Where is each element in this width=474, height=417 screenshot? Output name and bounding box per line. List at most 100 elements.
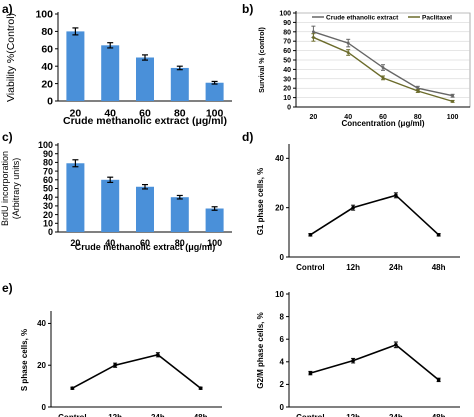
- data-point: [394, 343, 398, 347]
- x-axis-label: Crude methanolic extract (μg/ml): [63, 115, 227, 127]
- y-axis-label: Viability %(Control): [5, 13, 17, 102]
- bar: [101, 179, 120, 232]
- data-point: [70, 386, 75, 391]
- y-tick-label: 70: [283, 39, 291, 46]
- x-tick-label: 100: [447, 114, 459, 121]
- panel-label-d: d): [242, 130, 253, 144]
- x-tick-label: 20: [70, 108, 82, 120]
- y-tick-label: 90: [43, 149, 53, 159]
- data-point: [351, 358, 355, 363]
- y-tick-label: 40: [283, 67, 291, 74]
- y-tick-label: 0: [287, 104, 291, 111]
- x-tick-label: Control: [296, 413, 324, 417]
- x-tick-label: 24h: [151, 413, 165, 417]
- y-tick-label: 0: [47, 96, 53, 108]
- x-tick-label: 12h: [108, 413, 122, 417]
- y-tick-label: 40: [37, 319, 46, 328]
- x-tick-label: 80: [414, 114, 422, 121]
- bar: [170, 67, 189, 101]
- x-tick-label: 40: [105, 238, 115, 248]
- y-tick-label: 40: [275, 154, 284, 163]
- data-point: [436, 233, 441, 237]
- data-point: [416, 89, 420, 93]
- y-tick-label: 2: [280, 380, 285, 389]
- x-tick-label: 60: [139, 108, 151, 120]
- y-tick-label: 100: [35, 9, 53, 21]
- data-point: [381, 66, 385, 69]
- data-point: [451, 99, 454, 103]
- x-tick-label: Control: [296, 263, 324, 272]
- y-tick-label: 20: [37, 361, 46, 370]
- panel-label-a: a): [2, 2, 13, 16]
- y-tick-label: 20: [43, 210, 53, 220]
- chart-panel-e: 0 20 40 Control 12h 24h 48h S phase cells, %: [20, 311, 222, 417]
- data-point: [416, 86, 420, 90]
- y-tick-label: 100: [38, 140, 53, 150]
- chart-panel-d: 0 20 40 Control 12h 24h 48h G1 phase cells, %: [256, 144, 460, 272]
- y-tick-label: 100: [279, 10, 291, 17]
- y-tick-label: 0: [48, 227, 53, 237]
- chart-panel-b: 0 10 20 30 40 50 60 70 80 90 100 20 40 60 80 100 Concent…: [259, 10, 471, 128]
- x-tick-label: 20: [70, 238, 80, 248]
- y-axis-label: G2/M phase cells, %: [256, 312, 265, 388]
- x-tick-label: 40: [344, 114, 352, 121]
- y-axis-label: (Arbitrary units): [11, 158, 21, 220]
- series-line: [71, 353, 202, 389]
- data-point: [451, 94, 454, 98]
- bar: [205, 82, 224, 101]
- y-tick-label: 0: [280, 403, 285, 412]
- bar: [170, 197, 189, 232]
- y-tick-label: 10: [43, 218, 53, 228]
- y-tick-label: 40: [41, 61, 53, 73]
- bar: [136, 57, 154, 101]
- x-axis-label: Crude methanolic extract (μg/ml): [75, 242, 216, 252]
- y-axis-label: BrdU incorporation: [0, 151, 10, 226]
- x-axis-label: Concentration (μg/ml): [341, 119, 424, 128]
- legend: Crude ethanolic extract Paclitaxel: [312, 15, 452, 22]
- bar: [101, 45, 120, 101]
- data-point: [113, 363, 117, 368]
- x-tick-label: 80: [174, 108, 186, 120]
- data-point: [381, 76, 385, 80]
- x-tick-label: 48h: [194, 413, 208, 417]
- x-tick-label: 100: [206, 108, 224, 120]
- y-axis-label: G1 phase cells, %: [256, 168, 265, 236]
- y-tick-label: 60: [43, 175, 53, 185]
- x-tick-label: 12h: [346, 263, 360, 272]
- legend-entry: Crude ethanolic extract: [326, 15, 399, 22]
- data-point: [394, 193, 398, 198]
- y-tick-label: 60: [283, 48, 291, 55]
- y-tick-label: 90: [283, 20, 291, 27]
- y-tick-label: 80: [283, 29, 291, 36]
- series-line: [310, 343, 440, 381]
- data-point: [351, 205, 355, 210]
- panel-label-e: e): [2, 281, 13, 295]
- y-tick-label: 60: [41, 43, 53, 55]
- panel-label-b: b): [242, 2, 253, 16]
- x-tick-label: 60: [140, 238, 150, 248]
- x-tick-label: 24h: [389, 413, 403, 417]
- y-tick-label: 50: [283, 57, 291, 64]
- x-tick-label: 48h: [432, 413, 446, 417]
- data-point: [308, 233, 313, 237]
- y-tick-label: 20: [41, 78, 53, 90]
- x-tick-label: 12h: [346, 413, 360, 417]
- y-tick-label: 20: [283, 86, 291, 93]
- data-point: [312, 30, 315, 34]
- data-point: [346, 41, 350, 45]
- y-tick-label: 20: [275, 203, 284, 212]
- y-tick-label: 0: [280, 253, 285, 262]
- x-tick-label: 40: [104, 108, 116, 120]
- y-tick-label: 10: [283, 95, 291, 102]
- y-tick-label: 40: [43, 192, 53, 202]
- x-tick-label: 60: [379, 114, 387, 121]
- data-point: [436, 378, 441, 382]
- data-point: [346, 51, 350, 54]
- y-tick-label: 6: [280, 335, 285, 344]
- x-tick-label: 80: [175, 238, 185, 248]
- data-point: [156, 352, 160, 357]
- y-tick-label: 80: [41, 26, 53, 38]
